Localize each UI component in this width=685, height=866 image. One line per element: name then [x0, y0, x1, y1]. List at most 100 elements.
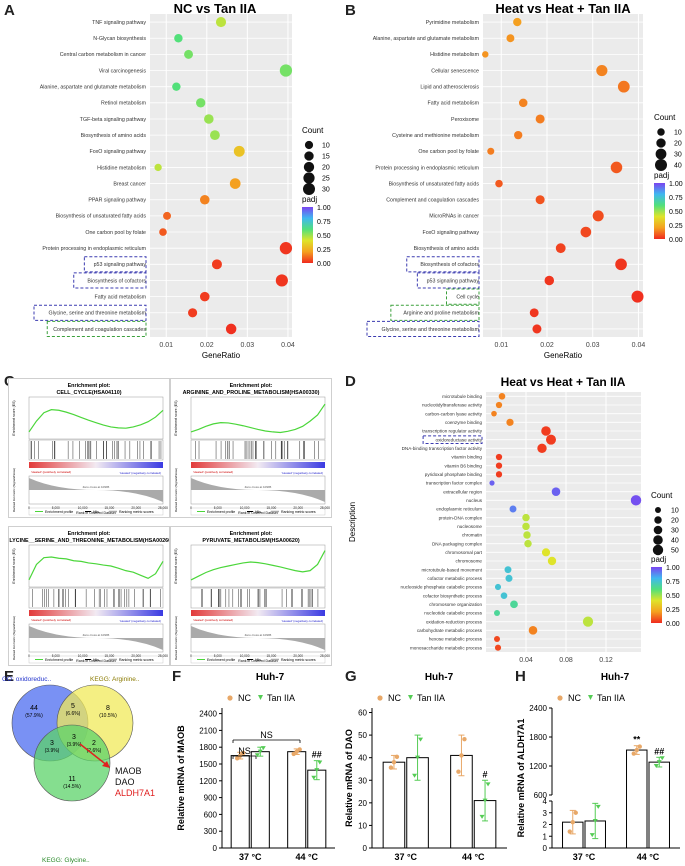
panel-a-xlabel: GeneRatio	[202, 351, 241, 360]
panel-d-term-label: microtubule-based movement	[421, 567, 482, 572]
panel-g-point	[418, 737, 424, 742]
panel-d-padj-colorbar	[651, 567, 662, 623]
panel-g-point	[391, 759, 397, 765]
gsea-zero-cross: Zero cross at 10995	[83, 485, 110, 489]
panel-a-xtick: 0.03	[241, 342, 255, 349]
panel-g-ytick: 50	[358, 731, 367, 740]
panel-a-dot	[210, 130, 220, 141]
panel-h-legend-nc-marker	[557, 695, 563, 701]
panel-label-g: G	[345, 668, 357, 685]
panel-d-padj-legend-title: padj	[651, 555, 666, 564]
gsea-plot: Enrichment plot:GLYCINE__SERINE_AND_THRE…	[8, 526, 170, 666]
panel-b-dot	[495, 179, 503, 188]
panel-d-dot	[504, 566, 512, 574]
panel-g-ytick: 30	[358, 776, 367, 785]
panel-h-point	[567, 829, 572, 834]
panel-f-legend-tan: Tan IIA	[267, 693, 295, 703]
panel-g-point	[482, 798, 488, 803]
panel-a-dot	[233, 145, 245, 157]
panel-a-dot	[174, 34, 183, 43]
venn-region-percent: (57.9%)	[25, 713, 43, 719]
panel-b-dot	[631, 290, 644, 303]
venn-region-percent: (3.9%)	[67, 742, 82, 748]
panel-b-padj-tick: 0.50	[669, 209, 683, 216]
panel-d-dot	[495, 401, 503, 409]
panel-d-dot	[537, 443, 547, 454]
panel-a-term-label: TNF signaling pathway	[92, 20, 146, 26]
gsea-es-ylabel: Enrichment score (ES)	[12, 548, 16, 583]
panel-a-count-legend-label: 10	[322, 143, 330, 150]
venn-region-count: 2	[92, 740, 96, 747]
gsea-xlabel: Rank in Ordered Dataset	[76, 511, 116, 515]
panel-d-term-label: vitamin binding	[451, 455, 482, 460]
panel-b-term-label: Complement and coagulation cascades	[386, 198, 479, 204]
panel-a-count-legend-dot	[303, 172, 315, 184]
panel-b-count-legend-label: 30	[674, 152, 682, 159]
panel-b-term-label: Cysteine and methionine metabolism	[392, 133, 479, 139]
panel-b-xtick: 0.01	[494, 342, 508, 349]
gsea-es-frame	[28, 396, 164, 440]
panel-d-term-label: nucleus	[466, 498, 483, 503]
panel-b-title: Heat vs Heat + Tan IIA	[495, 1, 631, 16]
panel-h-point	[653, 764, 659, 768]
panel-h-ytick: 1800	[529, 733, 547, 742]
panel-h-ytick: 1200	[529, 762, 547, 771]
panel-b-term-label: Alanine, aspartate and glutamate metabol…	[373, 36, 480, 42]
panel-b-term-label: MicroRNAs in cancer	[429, 214, 479, 220]
panel-d-term-label: nucleotide catabolic process	[424, 611, 482, 616]
gsea-legend-metric: Ranking metric scores	[119, 658, 154, 662]
panel-a-term-label: Biosynthesis of unsaturated fatty acids	[56, 214, 147, 220]
panel-a-dot	[159, 228, 167, 236]
panel-d-term-label: hexose metabolic process	[429, 637, 483, 642]
panel-a-padj-colorbar	[302, 207, 313, 263]
gsea-positive-label: 'Heated' (positively correlated)	[31, 618, 71, 622]
panel-g-legend-tan-marker	[408, 695, 413, 700]
panel-d-term-label: oxidation-reduction process	[426, 619, 483, 624]
panel-a-term-label: Alanine, aspartate and glutamate metabol…	[40, 85, 147, 91]
panel-d-padj-tick: 0.25	[666, 607, 680, 614]
panel-h-category-label: 44 °C	[637, 852, 660, 862]
panel-d-dot	[523, 531, 531, 539]
gsea-plot: Enrichment plot:CELL_CYCLE(HSA04110) Enri…	[8, 378, 170, 518]
venn-set-label: KEGG: Glycine..	[42, 857, 90, 864]
panel-g-point	[456, 769, 461, 774]
panel-a-dot	[184, 49, 194, 59]
gsea-zero-cross: Zero cross at 10995	[245, 485, 272, 489]
panel-b-count-legend-dot	[656, 138, 666, 148]
panel-a-dotplot: NC vs Tan IIA 0.01 0.02 0.03 0.04 TNF signali…	[33, 1, 331, 360]
gsea-metric-ylabel: Ranked list metric (Signal2Noise)	[12, 468, 16, 512]
panel-a-term-label: Protein processing in endoplasmic reticu…	[42, 246, 146, 252]
panel-d-dot	[494, 610, 500, 616]
panel-f-point	[314, 768, 320, 773]
panel-f-ytick: 2400	[199, 710, 217, 719]
panel-d-dot	[500, 592, 508, 599]
panel-b-count-legend-dot	[655, 148, 667, 160]
panel-d-dot	[522, 513, 530, 522]
venn-region-count: 8	[106, 705, 110, 712]
panel-d-count-legend-label: 20	[671, 518, 679, 525]
panel-d-term-label: pyridoxal phosphate binding	[425, 472, 483, 477]
panel-b-dotplot: Heat vs Heat + Tan IIA 0.01 0.02 0.03 0.04 Py…	[366, 1, 683, 360]
panel-b-dot	[592, 210, 604, 222]
gsea-legend-metric: Ranking metric scores	[281, 658, 316, 662]
panel-d-dot	[630, 495, 642, 506]
panel-g-point	[459, 753, 464, 758]
gsea-legend-frame	[190, 655, 326, 664]
panel-f-point	[235, 756, 240, 761]
panel-b-term-label: Lipid and atherosclerosis	[420, 85, 479, 91]
panel-f-point	[317, 760, 323, 765]
panel-h-point	[637, 744, 642, 749]
panel-b-dot	[529, 308, 539, 318]
panel-d-term-label: DNA-binding transcription factor activit…	[402, 446, 483, 451]
panel-d-dot	[509, 505, 517, 513]
panel-h-significance: **	[633, 735, 641, 745]
panel-a-dot	[154, 163, 162, 172]
panel-a-padj-tick: 0.25	[317, 247, 331, 254]
panel-d-term-label: nucleosome	[457, 524, 482, 529]
gsea-rank-bar	[191, 610, 325, 616]
panel-a-term-label: Central carbon metabolism in cancer	[60, 52, 146, 58]
panel-h-bar	[626, 749, 648, 849]
panel-a-term-label: Retinol metabolism	[101, 101, 147, 107]
gsea-ranking-metric	[191, 626, 325, 650]
panel-e-venn: GO: oxidoreduc.. KEGG: Arginine.. KEGG: Gl…	[2, 676, 155, 864]
